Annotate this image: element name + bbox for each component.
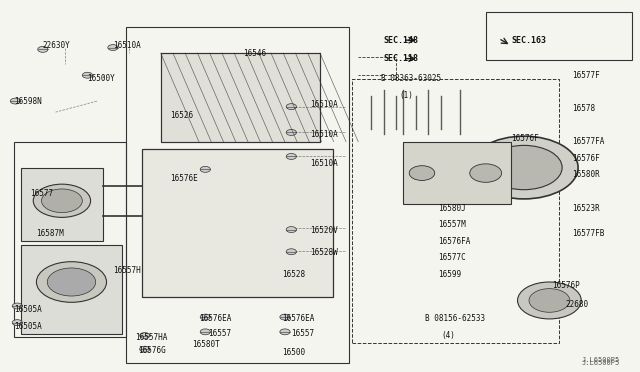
Circle shape: [83, 72, 93, 78]
Circle shape: [47, 268, 96, 296]
Text: 16505A: 16505A: [14, 322, 42, 331]
Text: 16505A: 16505A: [14, 305, 42, 314]
Circle shape: [286, 129, 296, 135]
Text: 16577: 16577: [30, 189, 53, 198]
Text: 16510A: 16510A: [310, 130, 338, 139]
Text: 16577F: 16577F: [572, 71, 600, 80]
Polygon shape: [161, 53, 320, 142]
Text: (4): (4): [441, 331, 455, 340]
Text: B 08363-63025: B 08363-63025: [381, 74, 441, 83]
Text: 16599: 16599: [438, 270, 461, 279]
Text: 16576F: 16576F: [572, 154, 600, 163]
Circle shape: [108, 45, 118, 51]
Circle shape: [470, 164, 502, 182]
Text: 16557: 16557: [291, 329, 314, 338]
Text: B 08156-62533: B 08156-62533: [425, 314, 485, 323]
Text: 16510A: 16510A: [113, 41, 141, 50]
Text: 16510A: 16510A: [310, 159, 338, 169]
Text: 16526: 16526: [170, 111, 193, 121]
Circle shape: [36, 262, 106, 302]
Polygon shape: [141, 149, 333, 297]
Text: 16576EA: 16576EA: [282, 314, 314, 323]
Circle shape: [518, 282, 581, 319]
Text: 16578: 16578: [572, 104, 595, 113]
Circle shape: [10, 98, 20, 104]
Text: SEC.163: SEC.163: [511, 36, 546, 45]
Circle shape: [286, 104, 296, 110]
Circle shape: [200, 166, 211, 172]
Circle shape: [12, 303, 22, 309]
Circle shape: [200, 314, 211, 320]
Circle shape: [140, 333, 150, 339]
Text: J.L6500P5: J.L6500P5: [581, 357, 620, 363]
Circle shape: [529, 289, 570, 312]
Circle shape: [280, 314, 290, 320]
Text: 16576P: 16576P: [552, 281, 580, 290]
Text: 16576E: 16576E: [170, 174, 198, 183]
Text: 16557: 16557: [209, 329, 232, 338]
Text: 16577FB: 16577FB: [572, 230, 604, 238]
Circle shape: [38, 46, 48, 52]
Text: 16528W: 16528W: [310, 248, 338, 257]
Text: 16510A: 16510A: [310, 100, 338, 109]
Circle shape: [33, 184, 91, 217]
Circle shape: [12, 320, 22, 326]
Text: 16528: 16528: [282, 270, 305, 279]
Text: 16598N: 16598N: [14, 97, 42, 106]
Text: 16557M: 16557M: [438, 220, 466, 229]
Text: 16577C: 16577C: [438, 253, 466, 263]
Text: J.L6500P5: J.L6500P5: [581, 360, 620, 366]
Circle shape: [200, 329, 211, 335]
Text: 16576FA: 16576FA: [438, 237, 470, 246]
Circle shape: [409, 166, 435, 180]
Circle shape: [470, 136, 578, 199]
Text: 16520V: 16520V: [310, 226, 338, 235]
Text: 16576EA: 16576EA: [199, 314, 231, 323]
Text: 22680: 22680: [565, 300, 588, 309]
Text: SEC.118: SEC.118: [384, 54, 419, 63]
Text: 16557H: 16557H: [113, 266, 141, 275]
Text: 16557HA: 16557HA: [135, 333, 168, 342]
Text: 22630Y: 22630Y: [43, 41, 70, 50]
Text: 16577FA: 16577FA: [572, 137, 604, 146]
Polygon shape: [403, 142, 511, 205]
Text: 16576G: 16576G: [138, 346, 166, 355]
Circle shape: [286, 227, 296, 232]
Text: SEC.148: SEC.148: [384, 36, 419, 45]
Circle shape: [286, 249, 296, 255]
Circle shape: [140, 346, 150, 352]
Text: (1): (1): [399, 91, 413, 100]
Circle shape: [280, 329, 290, 335]
Text: 16580T: 16580T: [193, 340, 220, 349]
Circle shape: [486, 145, 562, 190]
Text: 16500: 16500: [282, 348, 305, 357]
Polygon shape: [20, 167, 103, 241]
Text: 16576F: 16576F: [511, 134, 539, 142]
Circle shape: [286, 154, 296, 160]
Text: 16587M: 16587M: [36, 230, 64, 238]
Circle shape: [42, 189, 83, 212]
Text: 16500Y: 16500Y: [88, 74, 115, 83]
Text: 16523R: 16523R: [572, 203, 600, 213]
Polygon shape: [20, 245, 122, 334]
Text: 16546: 16546: [244, 49, 267, 58]
Text: 16580R: 16580R: [572, 170, 600, 179]
Text: 16580J: 16580J: [438, 203, 466, 213]
